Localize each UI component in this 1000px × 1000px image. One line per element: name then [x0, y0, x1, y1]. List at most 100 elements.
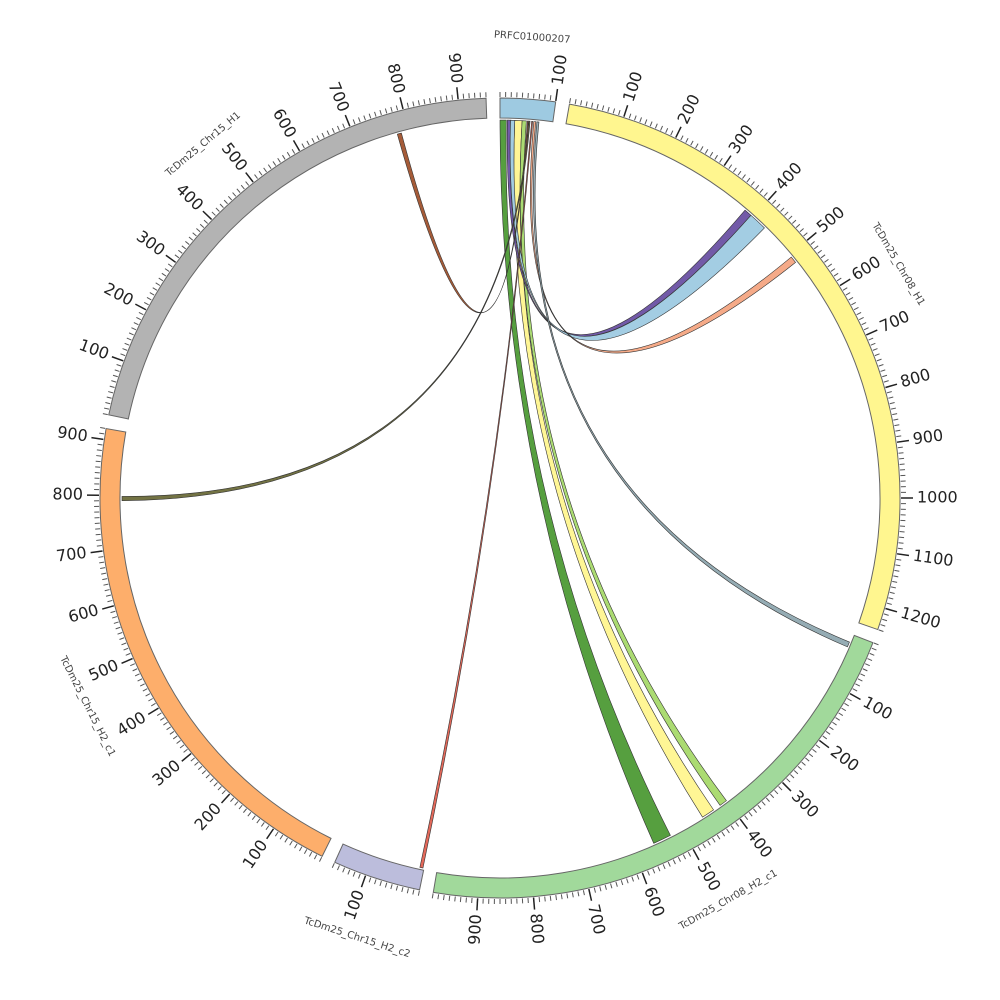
minor-tick [197, 765, 203, 771]
minor-tick [238, 804, 243, 810]
ideogram [499, 97, 557, 123]
minor-tick [742, 174, 746, 179]
minor-tick [890, 586, 897, 589]
minor-tick [234, 801, 239, 806]
minor-tick [286, 151, 291, 157]
minor-tick [188, 236, 194, 241]
minor-tick [98, 556, 104, 558]
minor-tick [311, 137, 315, 143]
minor-tick [757, 804, 762, 810]
minor-tick [555, 895, 557, 901]
tick-label: 700 [55, 543, 88, 566]
minor-tick [647, 870, 650, 876]
minor-tick [894, 569, 900, 572]
minor-tick [828, 726, 834, 731]
minor-tick [437, 894, 440, 900]
tick-label: 1100 [912, 546, 955, 570]
minor-tick [395, 885, 399, 891]
major-tick [866, 329, 878, 336]
minor-tick [812, 748, 817, 753]
minor-tick [161, 272, 167, 277]
minor-tick [662, 864, 666, 870]
minor-tick [143, 301, 149, 306]
minor-tick [274, 831, 279, 837]
minor-tick [347, 869, 351, 875]
major-tick [767, 190, 777, 201]
minor-tick [652, 868, 656, 874]
minor-tick [230, 797, 235, 802]
minor-tick [379, 110, 382, 116]
minor-tick [167, 263, 173, 268]
link [530, 121, 797, 354]
minor-tick [115, 626, 121, 630]
minor-tick [569, 98, 571, 104]
tick-label: 300 [148, 756, 184, 790]
minor-tick [172, 735, 178, 740]
minor-tick [880, 369, 886, 372]
minor-tick [856, 311, 862, 316]
minor-tick [786, 778, 791, 783]
minor-tick [451, 94, 454, 100]
minor-tick [331, 128, 335, 134]
minor-tick [431, 893, 434, 899]
major-tick [692, 849, 700, 861]
minor-tick [898, 452, 904, 454]
tick-label: 200 [190, 799, 225, 834]
ideogram [565, 103, 901, 631]
minor-tick [687, 851, 692, 857]
minor-tick [342, 867, 346, 873]
major-tick [202, 210, 213, 220]
minor-tick [893, 418, 899, 421]
minor-tick [194, 761, 199, 766]
minor-tick [110, 610, 116, 614]
minor-tick [217, 786, 222, 791]
minor-tick [895, 429, 901, 432]
minor-tick [851, 301, 857, 306]
minor-tick [213, 782, 218, 787]
link [519, 120, 727, 806]
minor-tick [155, 282, 161, 286]
tick-label: 900 [445, 52, 467, 84]
minor-tick [835, 717, 841, 721]
minor-tick [824, 258, 829, 263]
minor-tick [272, 161, 277, 166]
minor-tick [697, 846, 701, 852]
minor-tick [289, 840, 293, 846]
minor-tick [560, 894, 563, 900]
minor-tick [580, 100, 583, 106]
minor-tick [832, 721, 837, 726]
tick-label: 800 [526, 913, 547, 945]
minor-tick [156, 712, 162, 716]
minor-tick [714, 154, 718, 160]
minor-tick [847, 698, 852, 702]
minor-tick [227, 195, 233, 201]
minor-tick [103, 407, 110, 410]
minor-tick [390, 884, 393, 890]
minor-tick [793, 770, 799, 775]
minor-tick [897, 446, 903, 449]
major-tick [292, 139, 301, 152]
minor-tick [176, 740, 181, 744]
minor-tick [721, 831, 726, 837]
minor-tick [728, 164, 733, 170]
minor-tick [631, 876, 634, 882]
minor-tick [615, 881, 618, 887]
minor-tick [313, 854, 318, 860]
minor-tick [822, 735, 828, 740]
minor-tick [894, 424, 900, 427]
minor-tick [306, 140, 310, 146]
major-tick [90, 550, 103, 554]
minor-tick [308, 851, 313, 857]
minor-tick [181, 245, 187, 250]
minor-tick [423, 99, 426, 105]
minor-tick [870, 342, 876, 346]
link [533, 121, 850, 648]
major-tick [266, 828, 275, 840]
minor-tick [644, 119, 648, 125]
tick-label: 400 [771, 158, 806, 193]
major-tick [675, 126, 682, 138]
minor-tick [845, 292, 851, 296]
minor-tick [882, 618, 888, 622]
minor-tick [682, 854, 687, 860]
minor-tick [136, 317, 142, 321]
